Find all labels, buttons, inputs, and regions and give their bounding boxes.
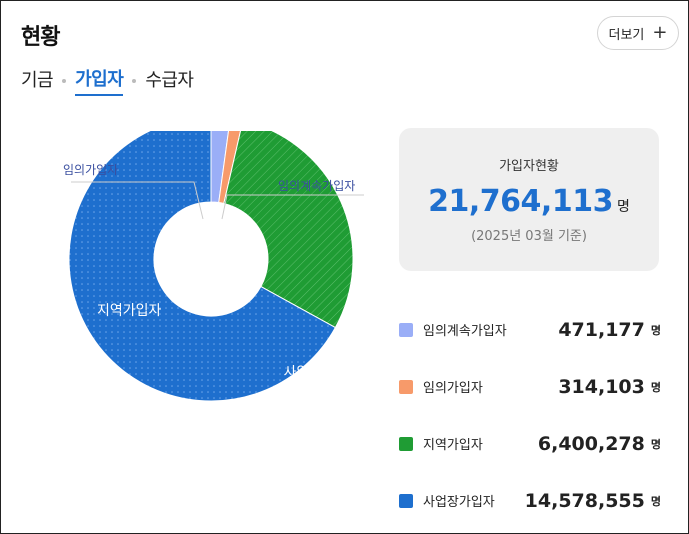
- donut-slice-3[interactable]: [68, 131, 337, 402]
- legend-item: 임의가입자 314,103 명: [399, 358, 661, 415]
- summary-unit: 명: [616, 199, 630, 215]
- plus-icon: +: [652, 22, 668, 43]
- legend-swatch: [399, 436, 413, 451]
- legend-name: 임의계속가입자: [423, 324, 507, 339]
- legend-item: 지역가입자 6,400,278 명: [399, 415, 661, 472]
- legend-swatch: [399, 379, 413, 394]
- tab-bar: 기금 가입자 수급자: [21, 65, 194, 96]
- outside-label-voluntary: 임의가입자: [63, 163, 118, 177]
- more-button-label: 더보기: [608, 27, 645, 43]
- page-title: 현황: [21, 25, 60, 50]
- legend-name: 지역가입자: [423, 438, 483, 453]
- legend-swatch: [399, 322, 413, 337]
- legend-unit: 명: [650, 323, 661, 337]
- donut-chart: 임의가입자 임의계속가입자 지역가입자 사업장 가입자: [63, 131, 364, 403]
- legend-unit: 명: [650, 380, 661, 394]
- tab-separator: [132, 78, 137, 83]
- legend-value: 471,177: [558, 318, 645, 341]
- tab-fund[interactable]: 기금: [21, 70, 54, 91]
- tab-subscribers[interactable]: 가입자: [75, 65, 124, 96]
- summary-label: 가입자현황: [499, 159, 559, 174]
- legend-name: 임의가입자: [423, 381, 483, 396]
- legend-item: 사업장가입자 14,578,555 명: [399, 472, 661, 529]
- legend: 임의계속가입자 471,177 명 임의가입자 314,103 명 지역가입자 …: [399, 301, 661, 529]
- summary-card: 가입자현황 21,764,113 명 (2025년 03월 기준): [399, 128, 659, 271]
- legend-value: 14,578,555: [524, 489, 645, 512]
- inside-label-regional: 지역가입자: [97, 303, 162, 319]
- summary-total: 21,764,113: [428, 184, 613, 219]
- inside-label-workplace-line2: 가입자: [284, 387, 323, 403]
- more-button[interactable]: 더보기 +: [597, 16, 679, 50]
- legend-name: 사업장가입자: [423, 495, 495, 510]
- legend-unit: 명: [650, 437, 661, 451]
- legend-unit: 명: [650, 494, 661, 508]
- legend-swatch: [399, 493, 413, 508]
- summary-value-row: 21,764,113 명: [399, 184, 659, 219]
- donut-slice-2[interactable]: [223, 131, 354, 329]
- outside-label-voluntary-continued: 임의계속가입자: [278, 179, 355, 193]
- legend-value: 314,103: [558, 375, 645, 398]
- tab-recipients[interactable]: 수급자: [145, 70, 194, 91]
- summary-date-note: (2025년 03월 기준): [471, 229, 587, 244]
- tab-separator: [62, 78, 67, 83]
- legend-value: 6,400,278: [537, 432, 645, 455]
- inside-label-workplace-line1: 사업장: [284, 365, 323, 381]
- legend-item: 임의계속가입자 471,177 명: [399, 301, 661, 358]
